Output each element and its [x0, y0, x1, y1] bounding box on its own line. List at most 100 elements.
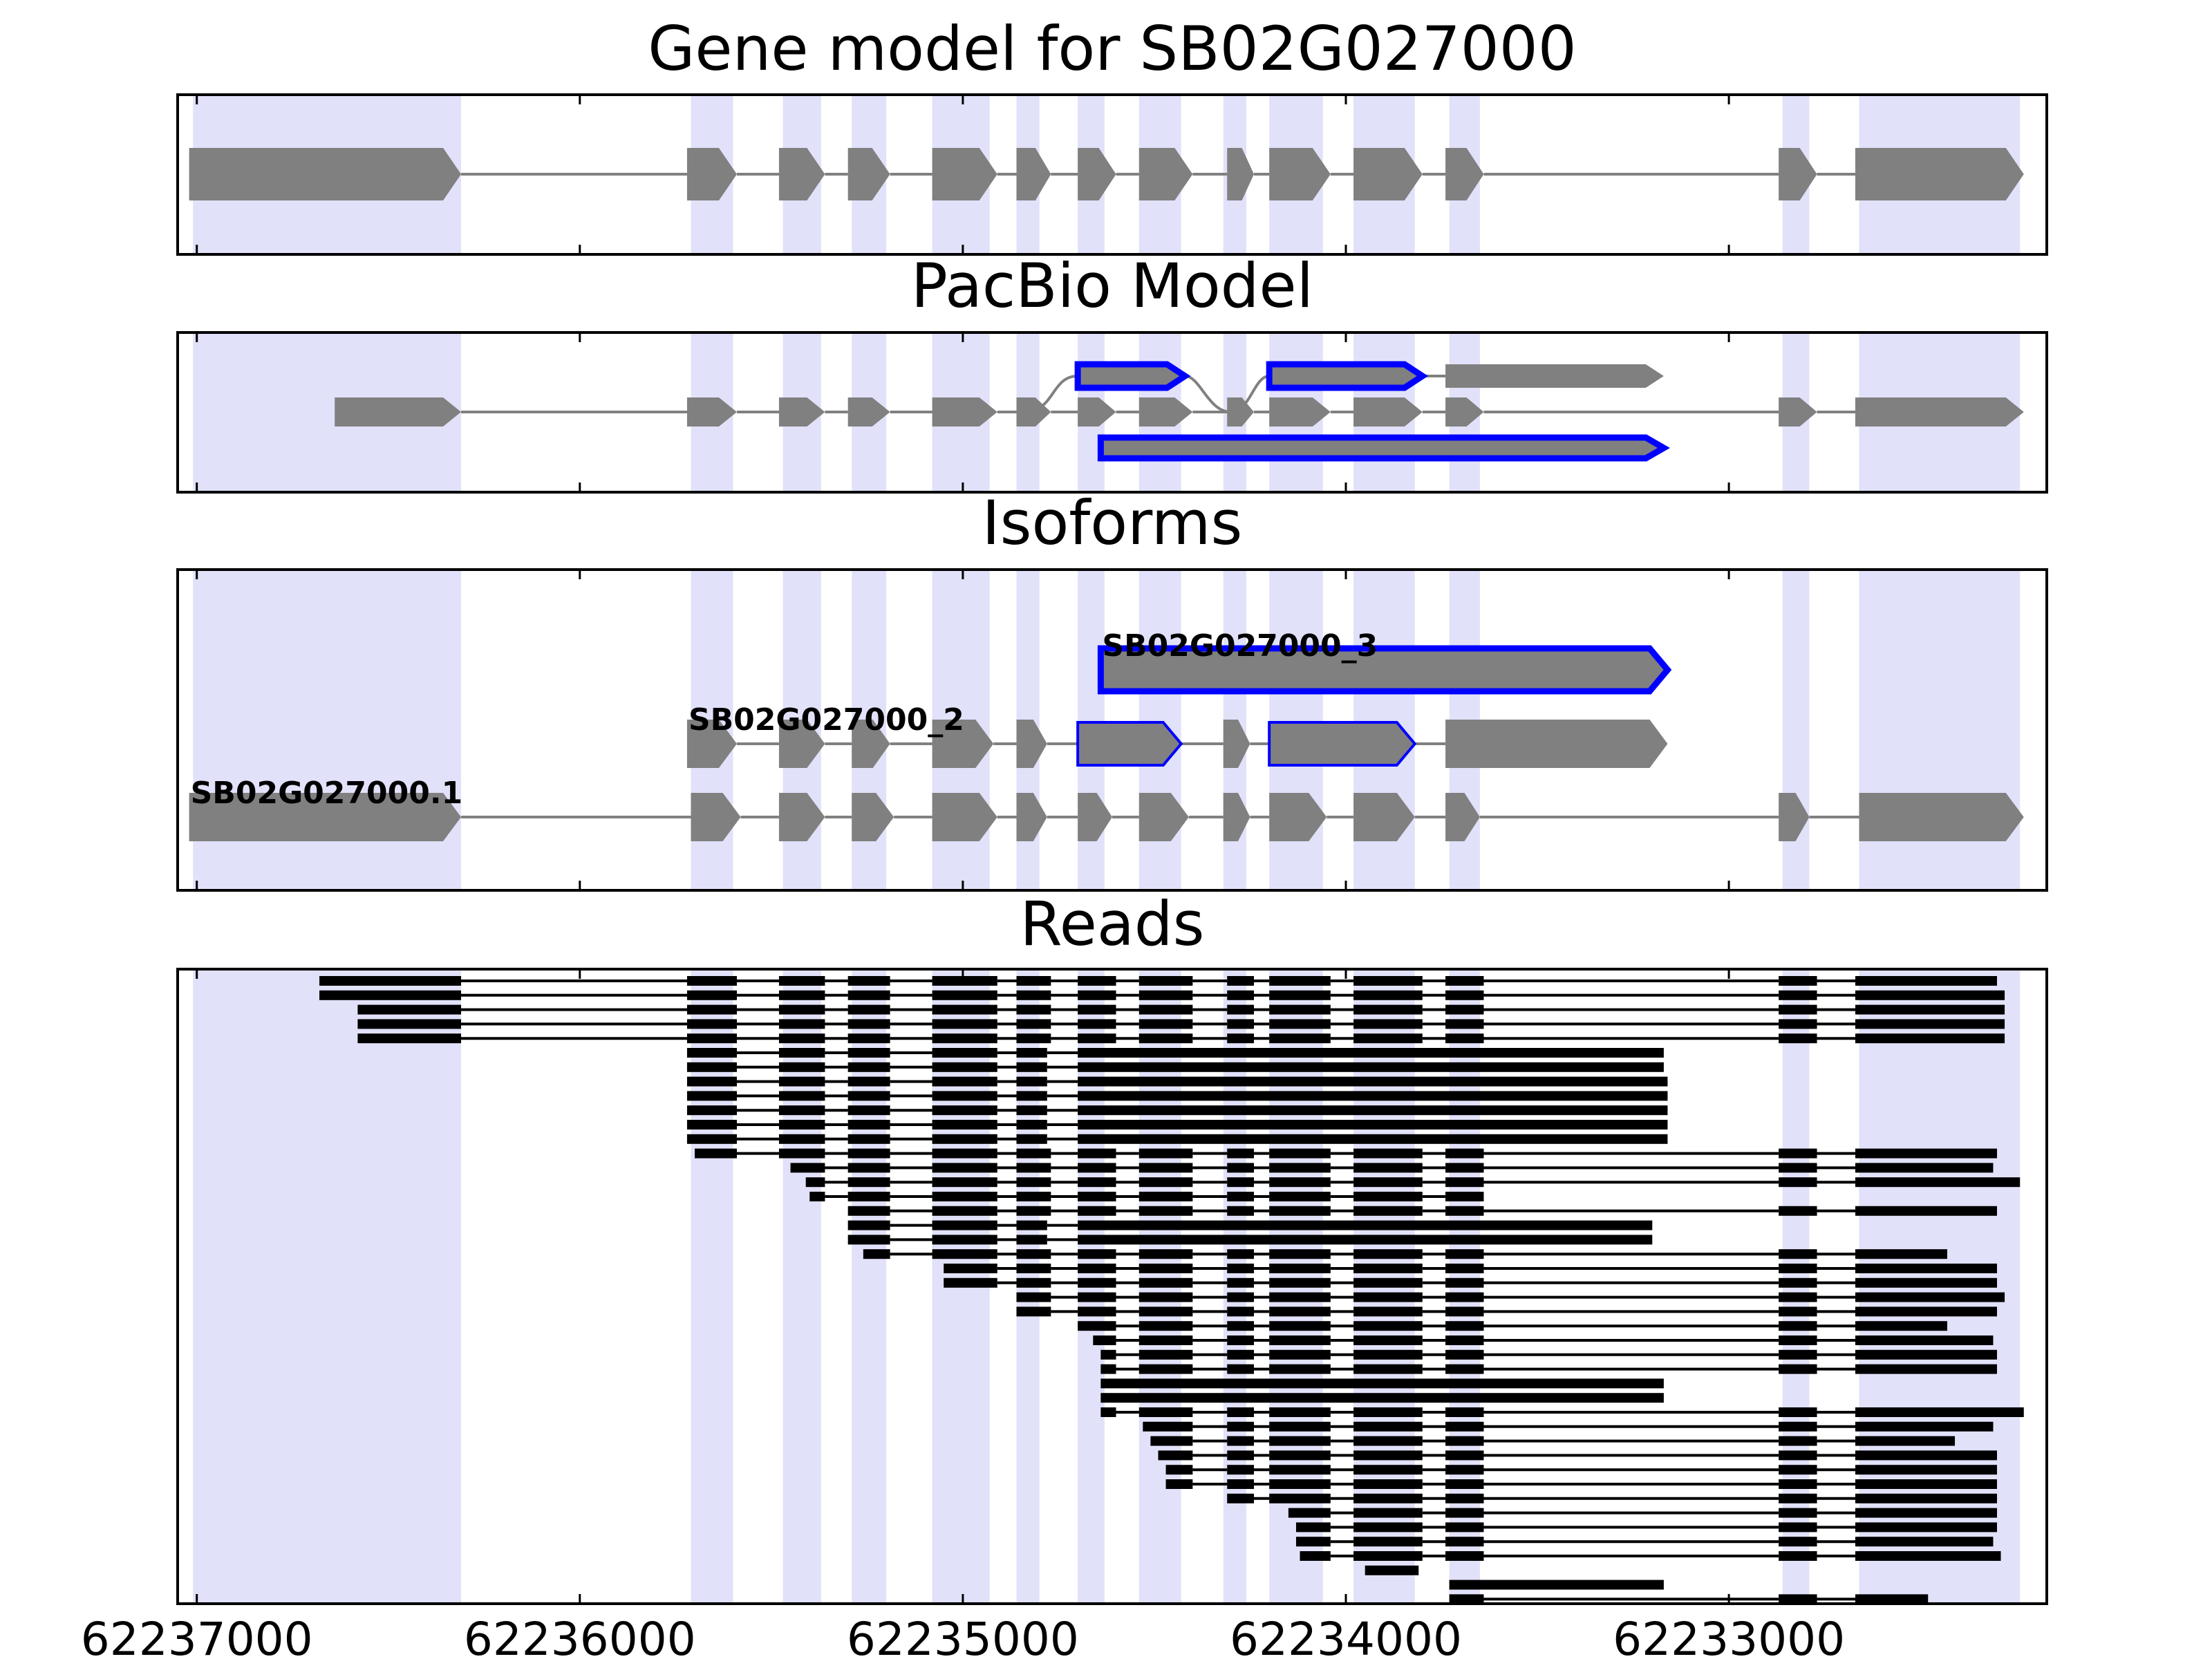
read-block — [1016, 1292, 1051, 1302]
read-block — [1138, 1292, 1193, 1302]
read — [1150, 1436, 1956, 1446]
read — [1300, 1551, 2001, 1561]
read-block — [1227, 1306, 1255, 1317]
read-block — [1855, 1508, 1997, 1518]
read — [1449, 1594, 1929, 1604]
read-block — [686, 1048, 737, 1058]
read-block — [847, 1235, 890, 1245]
read-block — [1138, 1019, 1193, 1029]
read-block — [1227, 1335, 1255, 1345]
read-block — [1779, 1321, 1817, 1331]
read-block — [1227, 1436, 1255, 1446]
read — [805, 1177, 2021, 1188]
read — [1100, 1378, 1664, 1389]
x-tick-label: 62235000 — [847, 1613, 1079, 1659]
read-block — [1779, 1594, 1817, 1604]
exon-band — [193, 969, 462, 1604]
highlighted-exon — [1074, 361, 1191, 391]
read — [319, 990, 2005, 1000]
read-block — [1445, 1192, 1484, 1201]
read-block — [778, 976, 825, 986]
read-block — [686, 1105, 737, 1116]
read-block — [778, 1134, 825, 1144]
read-block — [1300, 1551, 1331, 1561]
read-block — [778, 1076, 825, 1087]
read-block — [1138, 1264, 1193, 1273]
read-block — [932, 1220, 997, 1230]
read-block — [1855, 1206, 1997, 1216]
read-block — [1779, 1019, 1817, 1029]
read-block — [1227, 1349, 1255, 1360]
read-block — [1445, 1292, 1484, 1302]
read-block — [1016, 1004, 1051, 1015]
read-block — [1165, 1465, 1193, 1475]
highlighted-exon — [1076, 721, 1183, 767]
exon — [1138, 148, 1193, 200]
read-block — [809, 1192, 825, 1201]
panel-title: Reads — [1020, 888, 1205, 959]
read-block — [1445, 1004, 1484, 1015]
read-block — [1138, 1249, 1193, 1259]
read-block — [686, 1062, 737, 1072]
read-block — [686, 1091, 737, 1101]
read-block — [1227, 976, 1255, 986]
read-block — [1445, 976, 1484, 986]
read-block — [1269, 1264, 1331, 1273]
read-block — [1227, 1321, 1255, 1331]
read — [686, 1120, 1668, 1130]
read-block — [847, 1148, 890, 1159]
read-block — [1016, 976, 1051, 986]
panel-frame — [176, 568, 2048, 892]
read-block — [1269, 1407, 1331, 1417]
read-block — [1295, 1522, 1331, 1533]
read-block — [778, 1062, 825, 1072]
read-block — [1100, 1407, 1116, 1417]
read-block — [1353, 1364, 1423, 1374]
exon — [1779, 397, 1817, 427]
read-block — [1016, 1105, 1047, 1116]
read — [686, 1048, 1664, 1058]
read — [1227, 1493, 1997, 1503]
read-block — [1227, 1249, 1255, 1259]
read-block — [1138, 1321, 1193, 1331]
exon — [932, 793, 997, 841]
read-block — [932, 1048, 997, 1058]
read-block — [778, 1120, 825, 1130]
read-block — [1138, 976, 1193, 986]
read-block — [1227, 990, 1255, 1000]
exon — [686, 148, 737, 200]
exon — [1353, 148, 1423, 200]
read-block — [944, 1277, 997, 1288]
read-block — [1779, 976, 1817, 986]
read-block — [1779, 1522, 1817, 1533]
read-block — [932, 1192, 997, 1201]
read-block — [1016, 1033, 1051, 1044]
read-block — [847, 976, 890, 986]
read-block — [1138, 1335, 1193, 1345]
read — [944, 1277, 1997, 1288]
read-block — [847, 1120, 890, 1130]
read-block — [932, 1163, 997, 1173]
read-block — [1078, 1004, 1116, 1015]
read-block — [1227, 1033, 1255, 1044]
read-block — [1353, 1465, 1423, 1475]
read-block — [1295, 1537, 1331, 1547]
read-block — [1353, 1321, 1423, 1331]
read — [686, 1105, 1668, 1116]
read-block — [1016, 1076, 1047, 1087]
read-block — [932, 1177, 997, 1188]
track — [335, 397, 2024, 427]
read-block — [1078, 1091, 1668, 1101]
track: SB02G027000.1 — [189, 776, 2024, 841]
read-block — [805, 1177, 825, 1188]
read-block — [1855, 1551, 2001, 1561]
read-block — [1445, 1206, 1484, 1216]
read-block — [1269, 1249, 1331, 1259]
read-block — [847, 1105, 890, 1116]
exon — [1227, 148, 1255, 200]
exon — [852, 793, 894, 841]
track — [1097, 434, 1670, 462]
read-block — [1445, 1335, 1484, 1345]
read-block — [1855, 1321, 1947, 1331]
read-block — [1227, 1407, 1255, 1417]
